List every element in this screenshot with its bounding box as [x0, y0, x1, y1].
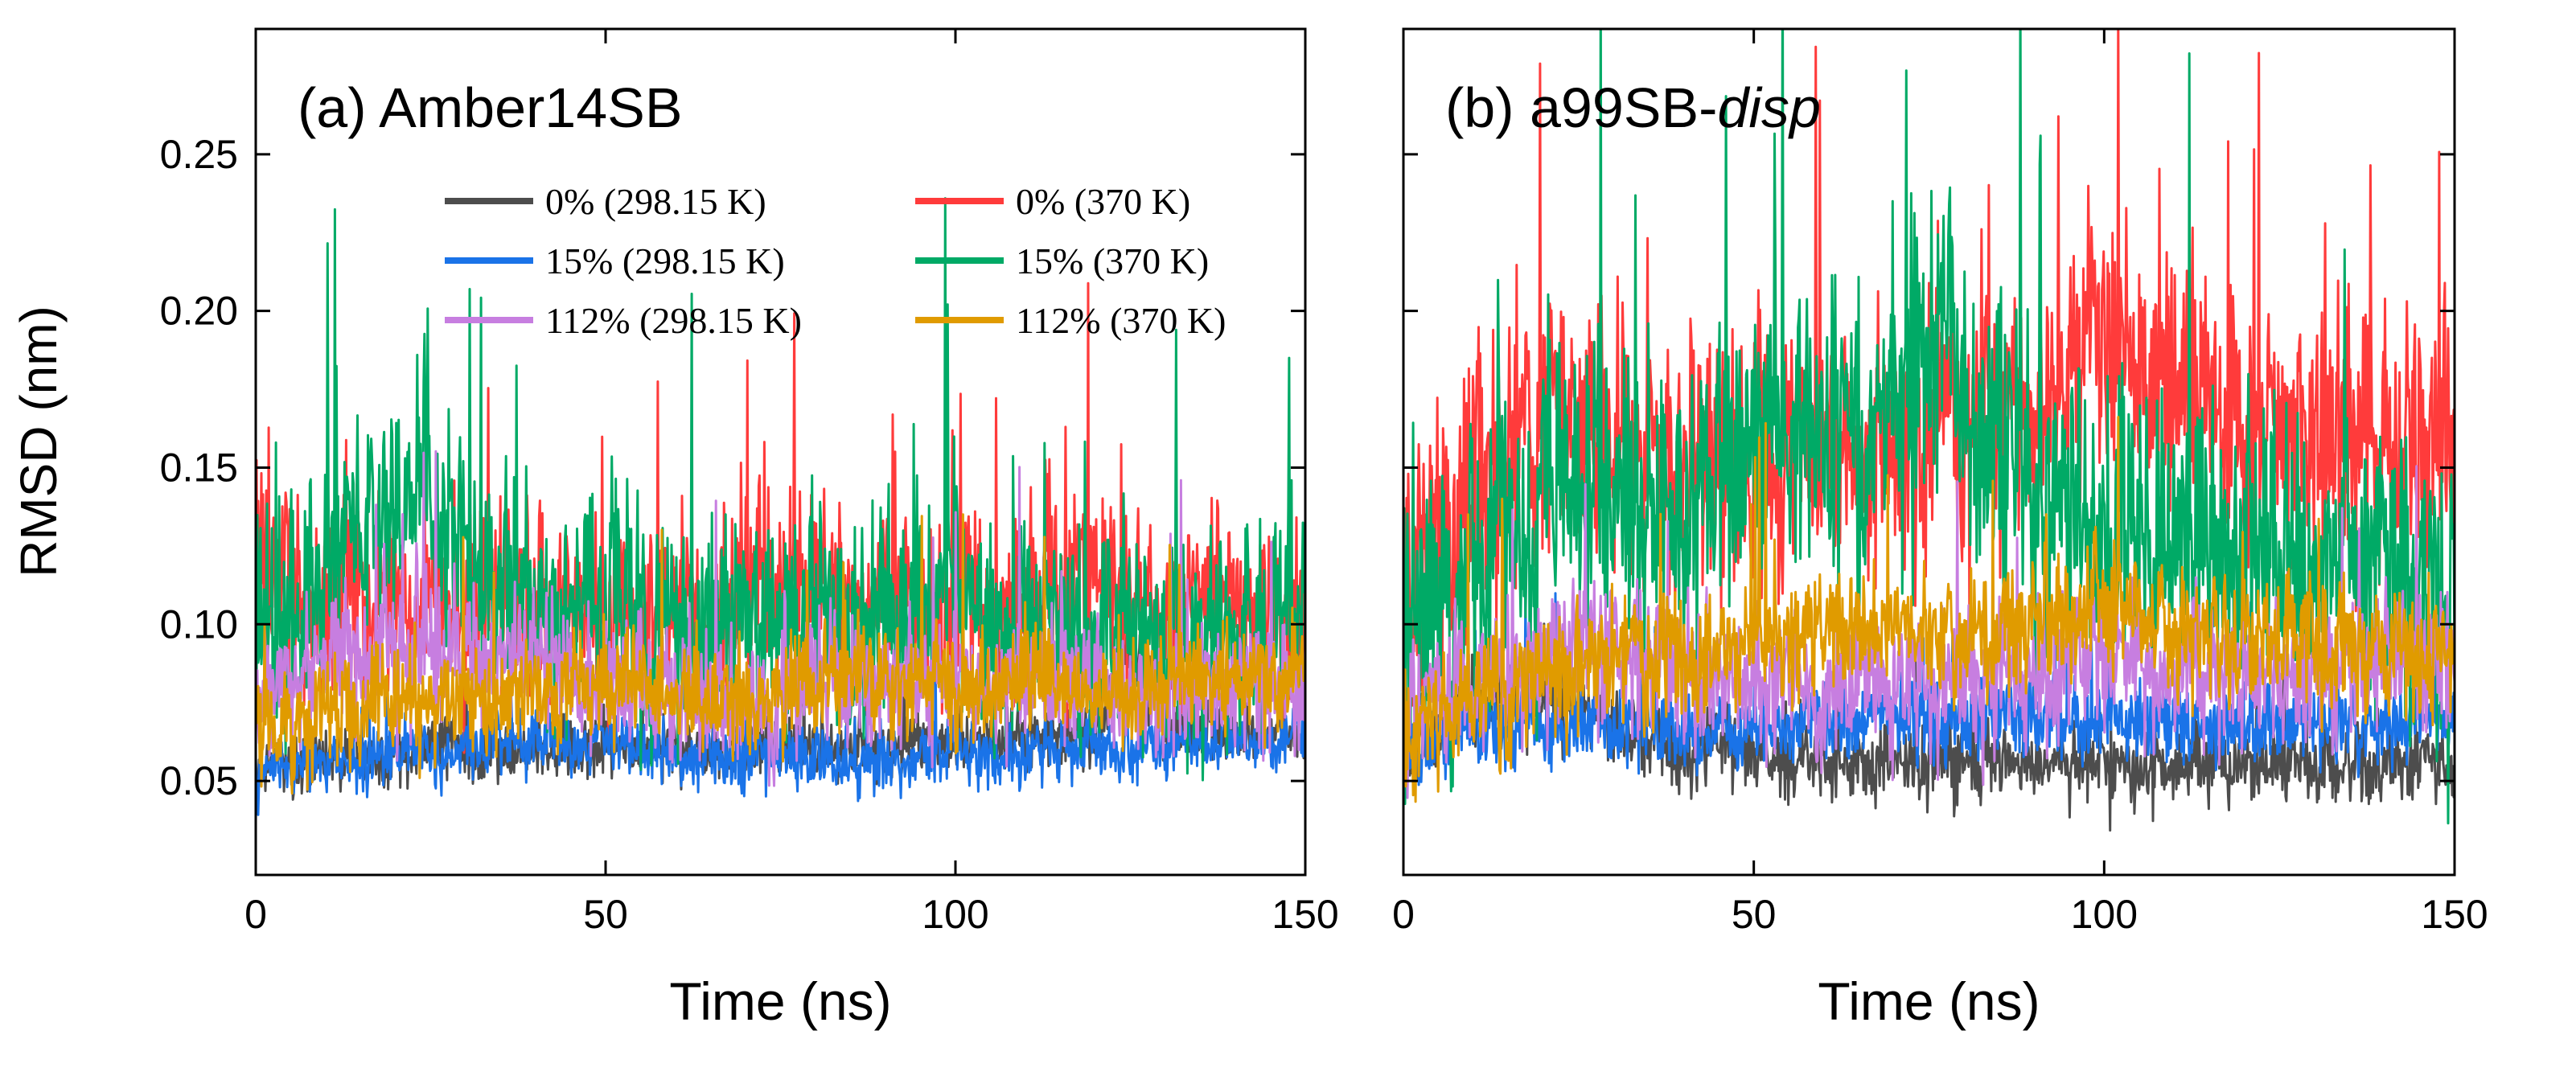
panel-a: 0 50 100 150 0.05 0.10 0.15 0.20 0.25 Time (ns) (a… — [160, 27, 1339, 1031]
x-tick-label: 50 — [583, 892, 628, 937]
legend-label: 112% (298.15 K) — [545, 300, 802, 341]
legend-label: 15% (370 K) — [1016, 240, 1209, 281]
panel-b: 0 50 100 150 Time (ns) (b) a99SB-disp — [1392, 27, 2488, 1031]
plot-frame — [254, 27, 1307, 877]
x-tick-label: 150 — [1272, 892, 1338, 937]
panel-title-part: disp — [1717, 76, 1820, 139]
series-line-15-298-15-k — [256, 657, 1305, 816]
series-line-15-370-k — [1403, 29, 2455, 825]
x-axis-label: Time (ns) — [669, 971, 891, 1031]
y-axis-label: RMSD (nm) — [10, 306, 68, 577]
x-tick-label: 0 — [244, 892, 267, 937]
plot-area — [1403, 29, 2455, 832]
plot-frame — [1402, 27, 2456, 877]
panel-title: (b) a99SB-disp — [1445, 76, 1821, 139]
y-tick-label: 0.15 — [160, 445, 238, 490]
y-tick-label: 0.05 — [160, 758, 238, 803]
panel-title-part: (b) a99SB- — [1445, 76, 1717, 139]
x-axis-label: Time (ns) — [1818, 971, 2040, 1031]
legend-label: 112% (370 K) — [1016, 300, 1226, 341]
panel-title-part: (a) Amber14SB — [298, 76, 683, 139]
y-tick-label: 0.20 — [160, 289, 238, 334]
legend-label: 0% (370 K) — [1016, 181, 1190, 222]
panel-title: (a) Amber14SB — [298, 76, 683, 139]
x-tick-label: 150 — [2421, 892, 2488, 937]
y-tick-label: 0.10 — [160, 602, 238, 647]
x-tick-label: 100 — [922, 892, 988, 937]
legend-label: 0% (298.15 K) — [545, 181, 766, 222]
series-line-112-370-k — [256, 513, 1305, 795]
legend-label: 15% (298.15 K) — [545, 240, 785, 281]
x-tick-label: 100 — [2071, 892, 2138, 937]
x-tick-label: 0 — [1392, 892, 1415, 937]
y-tick-label: 0.25 — [160, 132, 238, 177]
plot-area — [256, 197, 1305, 816]
x-tick-label: 50 — [1732, 892, 1777, 937]
legend: 0% (298.15 K) 0% (370 K) 15% (298.15 K) 15%… — [445, 181, 1226, 341]
series-line-112-370-k — [1403, 416, 2455, 803]
